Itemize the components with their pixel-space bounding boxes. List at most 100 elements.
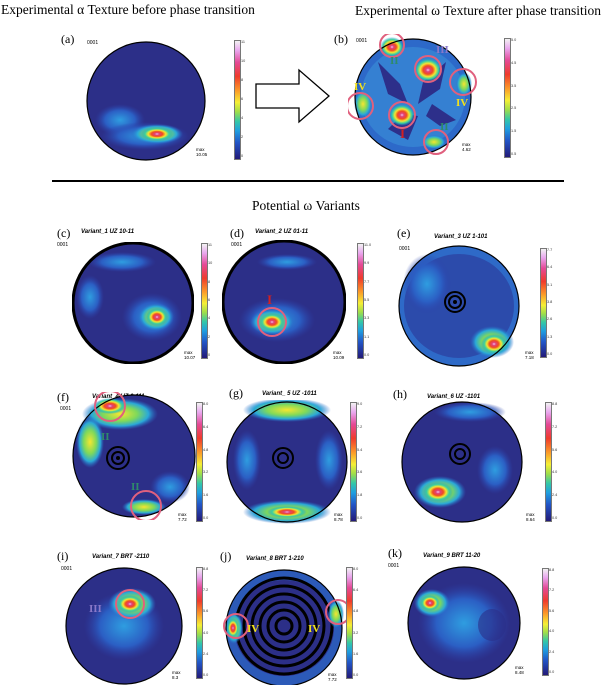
variant-title-j: Variant_8 BRT 1-210 [246, 556, 304, 562]
annotation-b-IV-left: IV [354, 81, 366, 93]
colorbar-ticks-e: 7.7 6.4 5.1 3.8 2.6 1.3 0.0 [547, 248, 557, 356]
heading-omega-texture: Experimental ω Texture after phase trans… [355, 3, 601, 18]
max-value-b: max 4.62 [462, 142, 471, 152]
colorbar-f [196, 402, 203, 522]
colorbar-b [504, 38, 511, 158]
colorbar-tick-c: 0 [208, 353, 211, 357]
pole-figure-k [407, 566, 521, 680]
code-c: 0001 [57, 242, 69, 248]
colorbar-ticks-d: 11.0 9.9 7.7 5.5 3.3 1.1 0.0 [364, 243, 374, 357]
annotation-b-II-top: II [390, 55, 399, 67]
colorbar-tick-i: 0.0 [203, 673, 209, 677]
colorbar-tick-b: 5.0 [511, 38, 517, 42]
colorbar-tick-j: 6.4 [353, 588, 359, 593]
colorbar-tick-i: 7.2 [203, 588, 209, 593]
variant-title-e: Variant_3 UZ 1-101 [434, 234, 488, 240]
colorbar-tick-h: 5.6 [552, 447, 558, 452]
variant-title-i: Variant_7 BRT -2110 [92, 554, 150, 560]
colorbar-tick-g: 0.0 [357, 516, 363, 520]
panel-label-b: (b) [334, 32, 348, 46]
colorbar-tick-j: 3.2 [353, 630, 359, 635]
colorbar-a [234, 40, 241, 160]
pole-figure-i: III [65, 567, 183, 685]
max-value-a: max 10.05 [196, 147, 208, 157]
annotation-d-I: I [267, 292, 272, 307]
panel-label-f: (f) [57, 390, 69, 404]
colorbar-ticks-a: 11 10 8 6 4 2 0 [241, 40, 251, 158]
panel-label-e: (e) [397, 226, 411, 240]
max-value-k: max 8.48 [515, 665, 524, 675]
colorbar-d [357, 243, 364, 359]
colorbar-tick-d: 7.7 [364, 279, 370, 284]
colorbar-tick-k: 4.0 [549, 629, 555, 634]
colorbar-i [196, 567, 203, 679]
colorbar-tick-h: 7.2 [552, 424, 558, 429]
panel-label-h: (h) [393, 387, 407, 401]
colorbar-tick-e: 2.6 [547, 317, 553, 322]
pole-figure-g [226, 400, 348, 524]
colorbar-tick-a: 8 [241, 78, 244, 82]
colorbar-tick-d: 9.9 [364, 261, 370, 266]
section-divider [52, 180, 564, 182]
pole-figure-h [401, 401, 523, 523]
colorbar-tick-c: 8 [208, 279, 211, 284]
colorbar-tick-i: 4.0 [203, 630, 209, 635]
colorbar-tick-c: 6 [208, 298, 211, 302]
max-value-f: max 7.72 [178, 512, 187, 522]
pole-figure-e [398, 245, 520, 367]
colorbar-tick-a: 6 [241, 97, 244, 101]
max-value-g: max 8.78 [334, 512, 343, 522]
max-value-c: max 10.07 [184, 350, 196, 360]
colorbar-tick-d: 11.0 [364, 243, 372, 247]
transition-arrow [255, 68, 330, 124]
code-f: 0001 [60, 406, 72, 412]
colorbar-e [540, 248, 547, 358]
colorbar-j [346, 567, 353, 679]
colorbar-g [350, 402, 357, 522]
colorbar-tick-i: 5.6 [203, 609, 209, 614]
variant-title-g: Variant_ 5 UZ -1011 [262, 391, 317, 397]
annotation-i-III: III [89, 603, 102, 615]
colorbar-tick-d: 1.1 [364, 334, 370, 339]
colorbar-tick-c: 2 [208, 334, 211, 339]
annotation-b-I: I [400, 126, 405, 141]
variant-title-c: Variant_1 UZ 10-11 [81, 229, 135, 235]
colorbar-ticks-c: 11 10 8 6 4 2 0 [208, 243, 218, 357]
colorbar-tick-k: 7.2 [549, 588, 555, 593]
colorbar-tick-c: 10 [208, 261, 213, 266]
max-value-d: max 10.09 [333, 350, 345, 360]
colorbar-tick-j: 4.8 [353, 609, 359, 614]
code-k: 0001 [388, 563, 400, 569]
colorbar-tick-e: 6.4 [547, 265, 553, 270]
colorbar-ticks-b: 5.0 4.5 3.5 2.5 1.5 0.5 [511, 38, 521, 156]
colorbar-tick-d: 3.3 [364, 316, 370, 321]
colorbar-tick-f: 3.2 [203, 470, 209, 475]
colorbar-tick-f: 1.6 [203, 493, 209, 498]
colorbar-tick-a: 4 [241, 116, 244, 120]
colorbar-tick-f: 6.4 [203, 424, 209, 429]
annotation-f-II-bottom: II [131, 481, 140, 493]
colorbar-tick-j: 8.0 [353, 567, 359, 571]
colorbar-tick-f: 0.0 [203, 516, 209, 520]
colorbar-tick-j: 1.6 [353, 651, 359, 656]
pole-figure-f: II II [72, 392, 196, 520]
annotation-j-IV-right: IV [308, 623, 320, 635]
annotation-b-II-bottom: II [440, 121, 449, 133]
colorbar-tick-b: 4.5 [511, 60, 517, 65]
colorbar-ticks-i: 8.8 7.2 5.6 4.0 2.4 0.0 [203, 567, 213, 677]
colorbar-ticks-f: 8.0 6.4 4.8 3.2 1.6 0.0 [203, 402, 213, 520]
colorbar-tick-h: 8.8 [552, 402, 558, 406]
colorbar-tick-a: 10 [241, 59, 246, 63]
colorbar-tick-k: 8.8 [549, 568, 555, 572]
colorbar-tick-c: 4 [208, 316, 211, 321]
colorbar-tick-c: 11 [208, 243, 212, 247]
colorbar-tick-k: 0.0 [549, 670, 555, 674]
colorbar-tick-h: 2.4 [552, 493, 558, 498]
colorbar-h [545, 402, 552, 522]
colorbar-tick-f: 8.0 [203, 402, 209, 406]
colorbar-k [542, 568, 549, 676]
code-d: 0001 [231, 242, 243, 248]
colorbar-tick-k: 2.4 [549, 649, 555, 654]
panel-label-i: (i) [57, 549, 69, 563]
colorbar-tick-g: 1.8 [357, 493, 363, 498]
